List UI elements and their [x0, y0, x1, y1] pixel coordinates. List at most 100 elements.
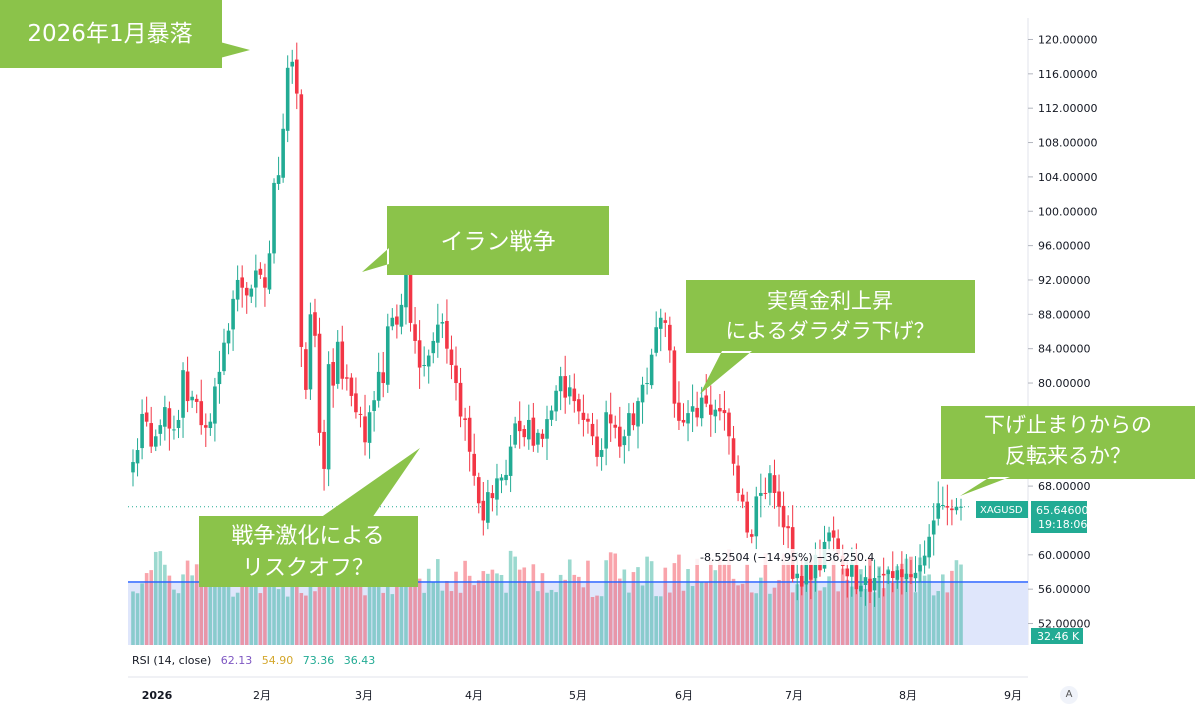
candle-body	[326, 364, 331, 470]
candle-body	[863, 577, 868, 586]
callout-text: リスクオフ？	[242, 556, 374, 581]
candle-body	[631, 413, 636, 426]
volume-bar	[158, 551, 163, 645]
volume-bar	[786, 562, 790, 645]
candle-body	[185, 371, 190, 402]
candle-body	[567, 387, 572, 397]
candle-body	[754, 496, 759, 537]
volume-bar	[658, 596, 663, 645]
volume-bar	[836, 591, 840, 645]
volume-bar	[881, 588, 886, 645]
volume-bar	[481, 571, 486, 645]
volume-bar	[572, 574, 577, 645]
volume-bar	[863, 588, 868, 645]
volume-bar	[399, 578, 404, 645]
volume-bar	[708, 560, 713, 645]
volume-bar	[749, 592, 754, 645]
candle-body	[827, 532, 831, 542]
price-tick-label: 116.00000	[1038, 68, 1098, 81]
volume-bar	[904, 558, 909, 645]
volume-bar	[759, 577, 763, 645]
volume-bar	[458, 592, 463, 645]
volume-bar	[654, 596, 658, 645]
candle-body	[781, 505, 786, 528]
candle-body	[722, 410, 727, 414]
candle-body	[445, 320, 449, 349]
candle-body	[909, 574, 913, 578]
candle-body	[795, 573, 800, 579]
volume-bar	[476, 580, 481, 645]
rsi-value-1: 62.13	[220, 654, 253, 667]
candle-body	[595, 436, 599, 457]
candle-body	[281, 128, 285, 178]
callout-text: 下げ止まりからの	[984, 413, 1152, 437]
volume-bar	[372, 568, 376, 645]
candle-body	[422, 364, 426, 366]
volume-bar	[267, 583, 272, 645]
candle-body	[772, 475, 777, 493]
candle-body	[354, 393, 358, 413]
volume-bar	[486, 573, 490, 645]
volume-bar	[531, 564, 536, 645]
volume-bar	[144, 573, 149, 645]
volume-badge: 32.46 K	[1031, 628, 1083, 644]
auto-scale-button[interactable]: A	[1060, 686, 1078, 704]
volume-bar	[663, 567, 668, 645]
volume-bar	[294, 584, 299, 645]
volume-bar	[831, 560, 836, 645]
candle-body	[267, 253, 272, 290]
volume-bar	[740, 583, 745, 645]
candle-body	[927, 536, 931, 558]
volume-bar	[722, 564, 727, 645]
volume-bar	[577, 576, 581, 645]
volume-bar	[781, 553, 786, 645]
candle-body	[313, 312, 317, 336]
candle-body	[936, 503, 941, 519]
price-axis: 120.00000 116.00000 112.00000 108.00000 104.…	[1028, 33, 1098, 631]
callout-text: 戦争激化による	[231, 524, 384, 549]
rsi-legend[interactable]: RSI (14, close) 62.13 54.90 73.36 36.43	[132, 654, 381, 667]
candle-body	[381, 372, 386, 384]
volume-bar	[163, 564, 167, 645]
candle-body	[613, 424, 618, 428]
candle-body	[540, 433, 545, 439]
volume-bar	[545, 592, 549, 645]
volume-bar	[927, 574, 931, 645]
volume-bar	[349, 574, 354, 645]
candle-body	[904, 573, 909, 580]
candle-body	[804, 561, 809, 585]
candle-body	[663, 320, 668, 323]
candle-body	[249, 288, 254, 297]
volume-bar	[140, 583, 144, 645]
volume-bar	[249, 563, 254, 645]
candle-body	[736, 465, 740, 493]
volume-bar	[522, 567, 527, 645]
volume-bar	[677, 554, 681, 645]
candle-body	[476, 477, 481, 504]
volume-bar	[763, 553, 768, 645]
volume-bar	[695, 558, 699, 645]
volume-bar	[554, 592, 558, 645]
time-axis: 2026 2月 3月 4月 5月 6月 7月 8月 9月	[142, 689, 1022, 702]
candle-body	[836, 538, 840, 554]
candle-body	[345, 377, 349, 379]
candle-body	[349, 377, 354, 396]
volume-bar	[877, 566, 881, 645]
volume-bar	[918, 557, 922, 645]
measure-text: -8.52504 (−14.95%) −36,250.4	[700, 551, 874, 564]
candle-body	[599, 450, 604, 457]
candle-body	[367, 412, 372, 443]
candle-body	[290, 61, 295, 67]
candle-body	[872, 578, 877, 591]
rsi-label: RSI (14, close)	[132, 654, 212, 667]
candle-body	[740, 494, 745, 502]
callout-text: 反転来るか？	[1005, 444, 1131, 468]
volume-bar	[936, 591, 941, 645]
price-tick-label: 52.00000	[1038, 618, 1091, 631]
candle-body	[399, 304, 404, 327]
price-tick-label: 108.00000	[1038, 137, 1098, 150]
callout-text: 2026年1月暴落	[27, 21, 192, 47]
callout-crash-jan: 2026年1月暴落	[0, 0, 250, 68]
candle-body	[131, 462, 135, 473]
